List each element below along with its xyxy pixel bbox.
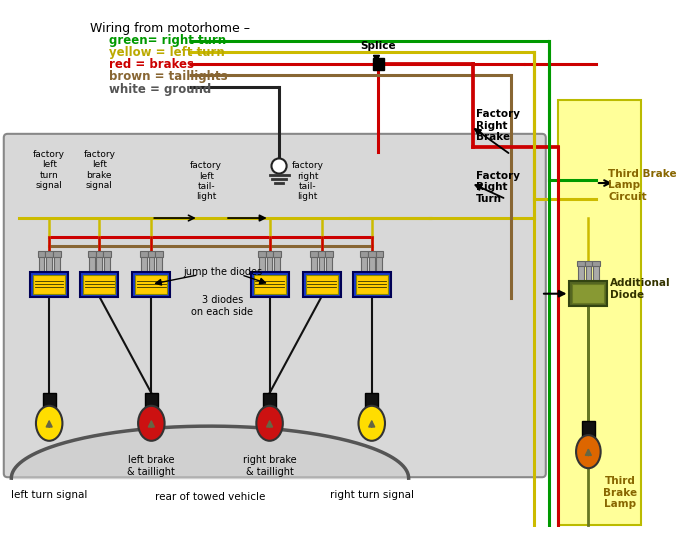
Text: Splice: Splice [361,41,396,50]
Bar [38,251,46,257]
Bar [39,255,44,272]
Bar [582,421,595,442]
Bar [33,275,65,294]
Bar [155,251,163,257]
Bar [376,255,382,272]
Bar [267,255,272,272]
Bar [140,251,147,257]
Bar [593,264,599,281]
Bar [103,251,110,257]
Text: factory
right
tail-
light: factory right tail- light [291,162,323,202]
Bar [254,275,286,294]
Bar [569,281,607,306]
Bar [88,251,95,257]
Text: brown = taillights: brown = taillights [109,70,227,83]
Text: Additional
Diode: Additional Diode [610,278,670,300]
Text: right turn signal: right turn signal [329,489,414,500]
Bar [89,255,95,272]
Bar [266,251,273,257]
Bar [310,251,318,257]
Text: white = ground: white = ground [109,83,211,96]
Bar [147,251,155,257]
Bar [558,100,641,525]
Bar [355,275,388,294]
Text: Factory
Right
Brake: Factory Right Brake [476,109,520,143]
Bar [360,251,368,257]
Bar [258,251,266,257]
Text: Third
Brake
Lamp: Third Brake Lamp [604,476,638,509]
Bar [135,275,167,294]
Bar [584,261,592,266]
Bar [251,272,288,296]
FancyBboxPatch shape [4,134,546,477]
Bar [42,393,56,414]
Bar [577,261,584,266]
Text: factory
left
brake
signal: factory left brake signal [83,150,115,190]
Bar [132,272,170,296]
Text: Third Brake
Lamp
Circuit: Third Brake Lamp Circuit [608,169,677,202]
Text: jump the diodes: jump the diodes [183,267,262,277]
Text: red = brakes: red = brakes [109,58,194,71]
Text: left brake
& taillight: left brake & taillight [128,455,175,477]
Bar [311,255,317,272]
Bar [259,255,265,272]
Bar [586,264,591,281]
Bar [46,255,52,272]
Bar [274,255,280,272]
Bar [263,393,276,414]
Ellipse shape [359,406,385,441]
Bar [572,284,604,303]
Bar [306,275,338,294]
Circle shape [271,158,286,173]
Bar [96,255,102,272]
Ellipse shape [576,435,601,468]
Bar [95,251,103,257]
Bar [273,251,281,257]
Bar [145,393,158,414]
Text: Factory
Right
Turn: Factory Right Turn [476,171,520,204]
Bar [369,255,374,272]
Ellipse shape [256,406,283,441]
Text: right brake
& taillight: right brake & taillight [243,455,297,477]
Bar [372,58,384,69]
Text: green= right turn: green= right turn [109,34,226,47]
Text: left turn signal: left turn signal [11,489,87,500]
Bar [353,272,391,296]
Bar [30,272,68,296]
Ellipse shape [138,406,164,441]
Bar [53,251,61,257]
Ellipse shape [36,406,63,441]
Bar [54,255,59,272]
Bar [578,264,584,281]
Bar [368,251,376,257]
Text: Wiring from motorhome –: Wiring from motorhome – [90,22,250,35]
Text: factory
left
turn
signal: factory left turn signal [33,150,65,190]
Bar [141,255,147,272]
Bar [46,251,53,257]
Bar [327,255,332,272]
Bar [318,251,325,257]
Bar [592,261,599,266]
Bar [325,251,333,257]
Bar [365,393,379,414]
Bar [149,255,154,272]
Text: rear of towed vehicle: rear of towed vehicle [155,492,265,502]
Bar [376,251,383,257]
Bar [104,255,110,272]
Text: factory
left
tail-
light: factory left tail- light [190,162,222,202]
Text: 3 diodes
on each side: 3 diodes on each side [191,295,253,317]
Bar [361,255,367,272]
Text: yellow = left turn: yellow = left turn [109,46,224,59]
Bar [303,272,340,296]
Bar [156,255,162,272]
Bar [318,255,325,272]
Bar [80,272,118,296]
Bar [83,275,115,294]
